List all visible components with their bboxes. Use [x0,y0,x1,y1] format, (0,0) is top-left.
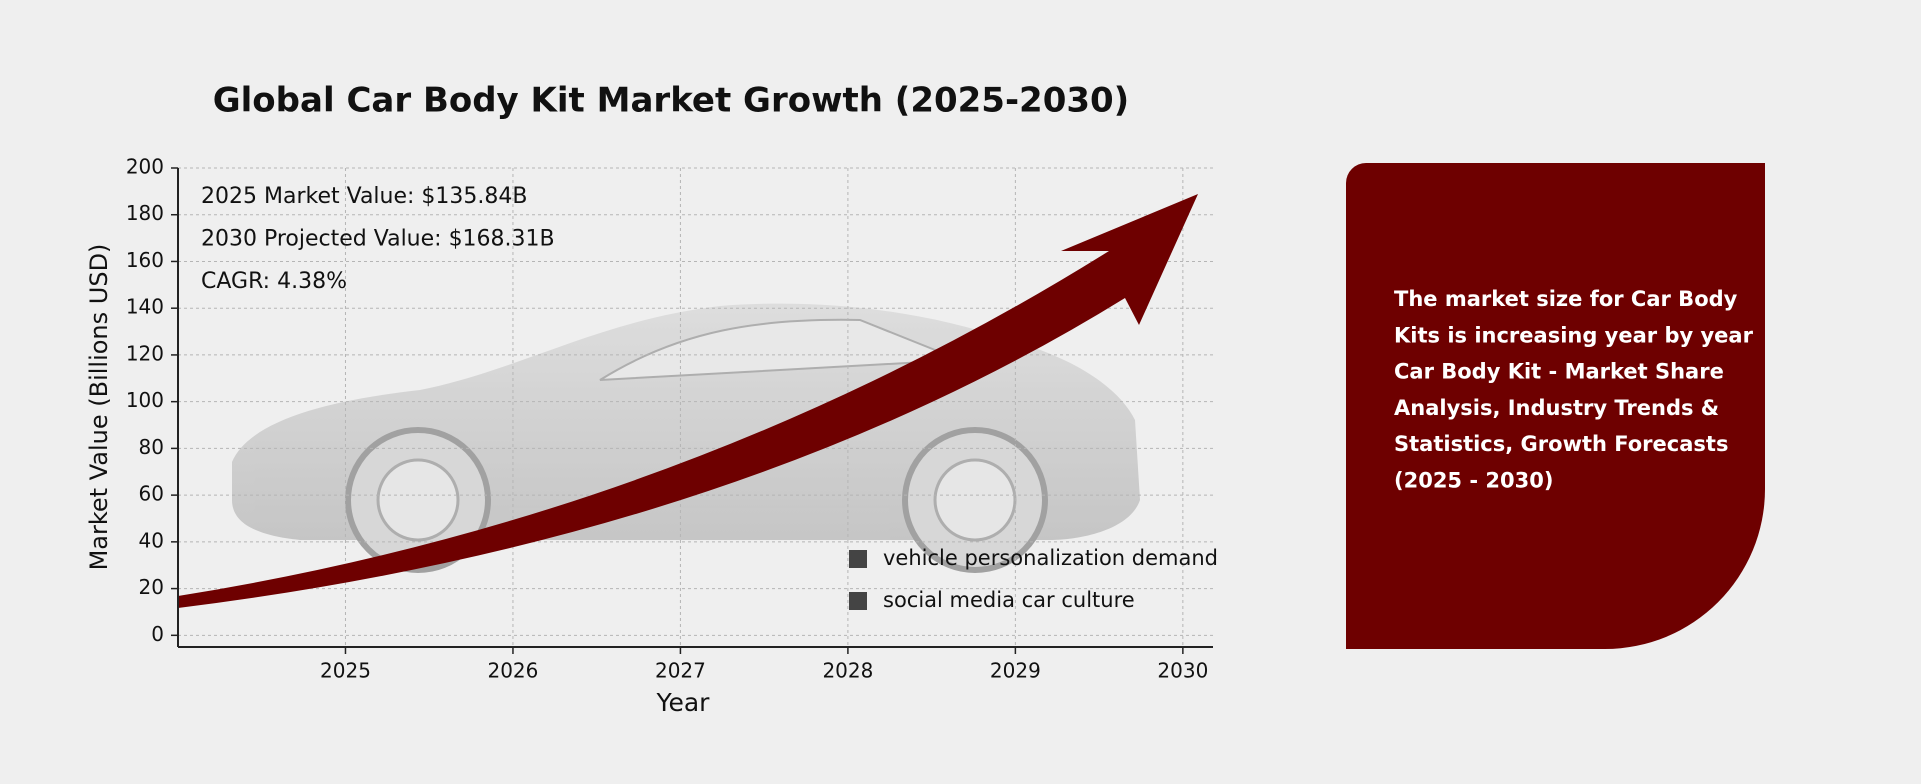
y-tick-label: 120 [126,341,164,365]
y-tick-label: 180 [126,201,164,225]
annotation: CAGR: 4.38% [201,269,347,294]
annotation: 2030 Projected Value: $168.31B [201,227,555,252]
annotation: 2025 Market Value: $135.84B [201,184,528,209]
y-tick-label: 0 [151,622,164,646]
x-axis-label: Year [656,688,711,717]
panel-line: (2025 - 2030) [1394,469,1553,493]
y-tick-label: 40 [139,528,164,552]
legend-label: social media car culture [883,588,1135,612]
x-tick-label: 2030 [1157,659,1208,683]
legend-swatch [849,550,867,568]
panel-line: Statistics, Growth Forecasts [1394,432,1728,456]
y-tick-label: 60 [139,482,164,506]
panel-line: Analysis, Industry Trends & [1394,396,1719,420]
panel-line: Car Body Kit - Market Share [1394,360,1724,384]
legend: vehicle personalization demand social med… [849,546,1218,612]
grid [178,167,1213,647]
panel-line: Kits is increasing year by year [1394,323,1754,347]
info-panel [1346,163,1765,649]
y-tick-label: 200 [126,155,164,179]
y-tick-label: 160 [126,248,164,272]
x-tick-label: 2027 [655,659,706,683]
legend-swatch [849,592,867,610]
x-tick-label: 2029 [990,659,1041,683]
y-axis-label: Market Value (Billions USD) [85,244,113,571]
x-tick-label: 2025 [320,659,371,683]
legend-label: vehicle personalization demand [883,546,1218,570]
y-tick-label: 80 [139,435,164,459]
car-illustration [232,303,1140,573]
panel-text: The market size for Car Body Kits is incr… [1394,287,1754,493]
panel-line: The market size for Car Body [1394,287,1738,311]
chart-title: Global Car Body Kit Market Growth (2025-… [213,81,1129,121]
y-tick-label: 20 [139,575,164,599]
ticks: 0 20 40 60 80 100 120 140 160 180 200 2025 2026 2027 2… [126,155,1208,683]
y-tick-label: 140 [126,295,164,319]
x-tick-label: 2028 [822,659,873,683]
annotations: 2025 Market Value: $135.84B 2030 Projecte… [201,184,555,294]
x-tick-label: 2026 [487,659,538,683]
y-tick-label: 100 [126,388,164,412]
